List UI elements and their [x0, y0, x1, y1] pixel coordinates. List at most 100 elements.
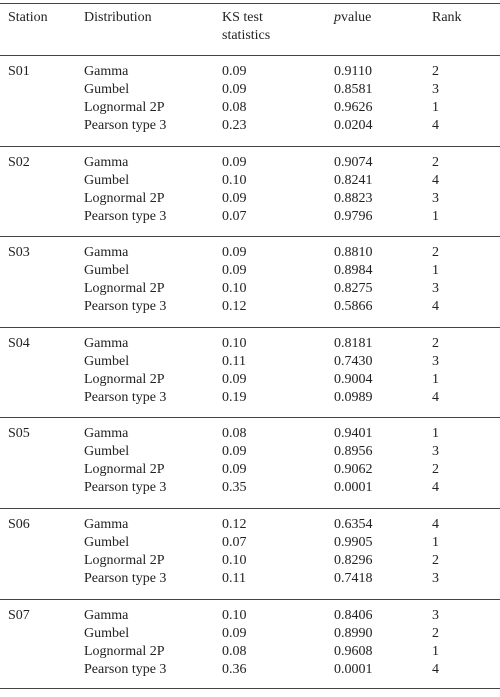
cell: 0.09 [222, 82, 247, 97]
cell: 0.10 [222, 172, 247, 188]
cell: 0.09 [222, 371, 247, 387]
cell: 2 [432, 553, 439, 568]
cell: 0.08 [222, 426, 247, 442]
cell: 4 [432, 172, 439, 188]
cell: 2 [432, 625, 439, 641]
cell: Gamma [84, 245, 129, 261]
station: S03 [8, 245, 30, 261]
cell: 2 [432, 64, 439, 79]
cell: 0.09 [222, 245, 247, 261]
cell: 1 [432, 208, 439, 224]
cell: 2 [432, 245, 439, 261]
cell: 1 [432, 535, 439, 550]
cell: Lognormal 2P [84, 553, 165, 568]
cell: Lognormal 2P [84, 643, 165, 659]
cell: Lognormal 2P [84, 100, 165, 115]
cell: 3 [432, 190, 439, 206]
rule [0, 236, 500, 238]
cell: 0.0001 [334, 480, 373, 496]
cell: 0.7430 [334, 353, 373, 369]
cell: 4 [432, 661, 439, 677]
cell: 1 [432, 100, 439, 115]
cell: 4 [432, 480, 439, 496]
station: S06 [8, 517, 30, 532]
cell: 0.9004 [334, 371, 373, 387]
cell: 3 [432, 281, 439, 297]
cell: 1 [432, 371, 439, 387]
rule [0, 688, 500, 690]
rule [0, 3, 500, 4]
station: S01 [8, 64, 30, 79]
cell: 1 [432, 426, 439, 442]
cell: 0.07 [222, 208, 247, 224]
rule [0, 508, 500, 509]
header-cell: Rank [432, 10, 462, 25]
cell: 0.5866 [334, 299, 373, 315]
cell: Lognormal 2P [84, 462, 165, 478]
rule [0, 598, 500, 600]
cell: 0.8823 [334, 190, 373, 206]
cell: 0.8956 [334, 444, 373, 460]
cell: Lognormal 2P [84, 190, 165, 206]
rule [0, 417, 500, 419]
cell: Pearson type 3 [84, 299, 167, 315]
cell: 0.09 [222, 190, 247, 206]
cell: Pearson type 3 [84, 389, 167, 405]
cell: 0.19 [222, 389, 247, 405]
cell: Pearson type 3 [84, 480, 167, 496]
cell: 0.0989 [334, 389, 373, 405]
cell: 4 [432, 389, 439, 405]
cell: 0.10 [222, 607, 247, 623]
cell: 2 [432, 462, 439, 478]
cell: 0.08 [222, 643, 247, 659]
cell: 3 [432, 353, 439, 369]
cell: 2 [432, 154, 439, 170]
cell: 2 [432, 335, 439, 351]
cell: 0.6354 [334, 517, 373, 532]
cell: 0.8296 [334, 553, 373, 568]
cell: Gumbel [84, 535, 130, 550]
cell: Lognormal 2P [84, 371, 165, 387]
cell: Gumbel [84, 172, 130, 188]
cell: 0.09 [222, 64, 247, 79]
cell: 0.0001 [334, 661, 373, 677]
header-text: value [341, 10, 372, 25]
cell: 4 [432, 517, 439, 532]
cell: 0.09 [222, 444, 247, 460]
cell: 0.9626 [334, 100, 373, 115]
cell: Pearson type 3 [84, 661, 167, 677]
cell: 0.07 [222, 535, 247, 550]
cell: Gamma [84, 154, 129, 170]
cell: 0.09 [222, 462, 247, 478]
cell: 0.9074 [334, 154, 373, 170]
cell: Gamma [84, 335, 129, 351]
header-italic: p [334, 10, 341, 25]
cell: Pearson type 3 [84, 571, 167, 586]
cell: 0.9401 [334, 426, 373, 442]
cell: 0.8990 [334, 625, 373, 641]
station: S04 [8, 335, 30, 351]
cell: Gumbel [84, 444, 130, 460]
cell: Gamma [84, 607, 129, 623]
cell: Gamma [84, 426, 129, 442]
header-cell: KS test statistics [222, 10, 271, 43]
rule [0, 326, 500, 328]
cell: 1 [432, 263, 439, 279]
cell: 0.9110 [334, 64, 372, 79]
cell: 0.10 [222, 335, 247, 351]
header-cell: pvalue [334, 9, 371, 27]
station: S07 [8, 607, 30, 623]
cell: Gamma [84, 64, 129, 79]
cell: 0.09 [222, 263, 247, 279]
cell: 0.36 [222, 661, 247, 677]
cell: 0.8241 [334, 172, 373, 188]
cell: 0.10 [222, 281, 247, 297]
cell: 0.08 [222, 100, 247, 115]
cell: Gumbel [84, 625, 130, 641]
cell: Gumbel [84, 353, 130, 369]
cell: 3 [432, 607, 439, 623]
cell: 0.8181 [334, 335, 373, 351]
cell: 0.7418 [334, 571, 373, 586]
cell: Gumbel [84, 263, 130, 279]
cell: 0.10 [222, 553, 247, 568]
